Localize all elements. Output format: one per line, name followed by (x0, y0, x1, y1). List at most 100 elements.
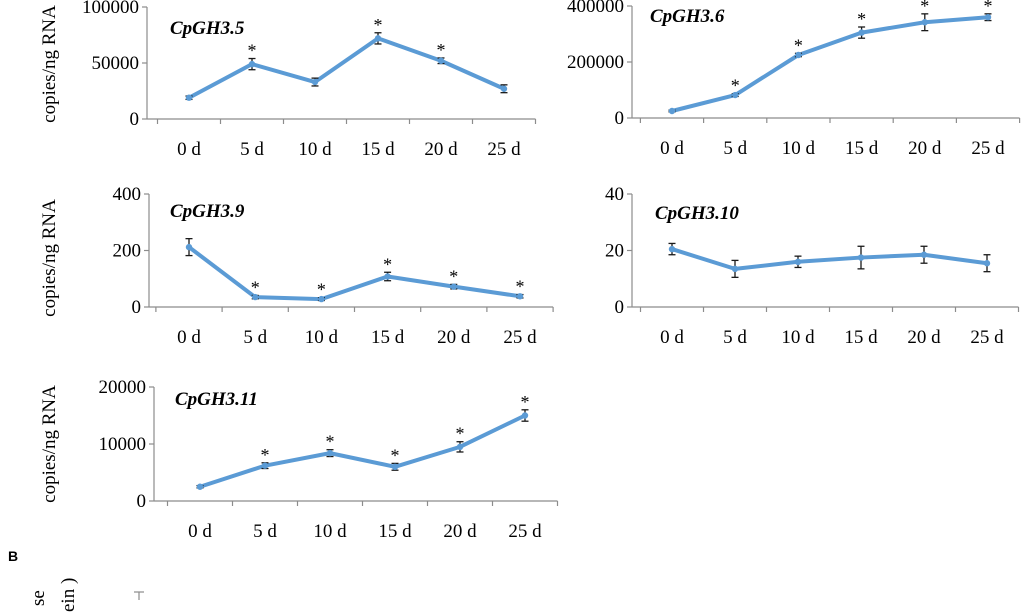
x-tick-label: 15 d (378, 521, 412, 542)
x-tick-label: 25 d (971, 138, 1005, 159)
data-point (326, 449, 334, 457)
y-tick-label: 0 (615, 108, 625, 129)
x-tick-label: 5 d (243, 327, 267, 348)
series-line (187, 36, 506, 100)
panel-b-partial-label-1: se (28, 590, 49, 606)
significance-asterisk: * (984, 0, 993, 16)
data-point (521, 412, 529, 419)
x-tick-label: 10 d (305, 327, 339, 348)
significance-asterisk: * (857, 9, 866, 29)
x-tick-label: 20 d (908, 138, 942, 159)
chart-cpgh3-11: 0 10000 20000 0 d 5 d 10 d 15 d 20 d 25 d * * * * * Cp… (39, 377, 559, 542)
x-tick-label: 25 d (503, 327, 537, 348)
data-point (261, 462, 269, 469)
x-tick-label: 10 d (781, 327, 815, 348)
data-point (185, 94, 193, 101)
data-point (732, 91, 739, 99)
data-point (252, 293, 259, 301)
data-point (500, 85, 508, 92)
x-tick-label: 25 d (508, 521, 542, 542)
x-tick-label: 20 d (437, 327, 471, 348)
data-point (795, 51, 802, 59)
significance-asterisk: * (251, 277, 260, 297)
gene-label: CpGH3.6 (650, 6, 725, 27)
x-tick-label: 10 d (782, 138, 816, 159)
x-tick-label: 15 d (371, 327, 405, 348)
data-point (668, 245, 676, 253)
significance-asterisk: * (521, 392, 530, 412)
significance-asterisk: * (383, 254, 392, 274)
x-tick-label: 15 d (845, 138, 879, 159)
data-point (456, 443, 464, 451)
y-tick-label: 0 (615, 297, 625, 318)
gene-label: CpGH3.11 (175, 389, 258, 410)
gene-label: CpGH3.5 (170, 18, 245, 39)
significance-asterisk: * (248, 41, 257, 61)
data-point (984, 14, 992, 21)
data-point (794, 258, 802, 265)
x-tick-label: 20 d (907, 327, 941, 348)
x-tick-label: 5 d (723, 327, 747, 348)
y-tick-label: 20000 (99, 377, 147, 398)
data-point (384, 273, 391, 280)
y-tick-label: 100000 (82, 0, 139, 18)
significance-asterisk: * (449, 266, 458, 286)
y-tick-label: 400 (113, 184, 142, 205)
y-tick-label: 400000 (567, 0, 624, 17)
data-point (920, 251, 928, 258)
y-axis-label: copies/ng RNA (39, 199, 60, 317)
series-line (187, 245, 522, 302)
panel-b-letter: B (8, 548, 19, 564)
x-tick-label: 0 d (660, 138, 684, 159)
data-point (185, 243, 193, 251)
y-tick-label: 20 (605, 241, 624, 262)
data-point (731, 265, 739, 273)
x-tick-label: 15 d (844, 327, 878, 348)
x-tick-label: 0 d (177, 139, 201, 160)
x-tick-label: 5 d (240, 139, 264, 160)
series-line (198, 413, 527, 489)
gene-label: CpGH3.10 (655, 203, 739, 224)
data-point (374, 35, 382, 42)
significance-asterisk: * (437, 40, 446, 60)
data-point (391, 463, 399, 470)
x-tick-label: 10 d (298, 139, 332, 160)
y-tick-label: 0 (132, 297, 142, 318)
x-tick-label: 15 d (361, 139, 395, 160)
y-axis-label: copies/ng RNA (39, 385, 60, 503)
data-point (248, 60, 256, 68)
data-point (450, 283, 457, 290)
y-tick-label: 200 (113, 241, 142, 262)
x-tick-label: 0 d (177, 327, 201, 348)
x-tick-label: 25 d (487, 139, 521, 160)
data-point (318, 295, 325, 303)
data-point (311, 78, 319, 86)
data-point (437, 57, 445, 64)
significance-asterisk: * (731, 76, 740, 96)
x-tick-label: 5 d (723, 138, 747, 159)
significance-asterisk: * (456, 424, 465, 444)
y-tick-label: 0 (130, 109, 140, 130)
gene-label: CpGH3.9 (170, 201, 245, 222)
series-line (670, 247, 989, 271)
y-tick-label: 200000 (567, 52, 624, 73)
data-point (196, 483, 204, 490)
x-tick-label: 20 d (424, 139, 458, 160)
x-tick-label: 5 d (253, 521, 277, 542)
chart-cpgh3-10: 0 20 40 0 d 5 d 10 d 15 d 20 d 25 d CpGH3.10 (605, 184, 1020, 348)
significance-asterisk: * (317, 280, 326, 300)
data-point (858, 29, 865, 36)
data-point (921, 19, 928, 26)
y-tick-label: 0 (137, 491, 147, 512)
data-point (857, 254, 865, 261)
x-tick-label: 0 d (188, 521, 212, 542)
chart-cpgh3-9: 0 200 400 0 d 5 d 10 d 15 d 20 d 25 d * * * * * CpGH3.… (39, 184, 554, 348)
significance-asterisk: * (920, 0, 929, 16)
significance-asterisk: * (326, 432, 335, 452)
x-tick-label: 20 d (443, 521, 477, 542)
series-line (670, 15, 990, 113)
significance-asterisk: * (261, 445, 270, 465)
data-point (668, 107, 676, 115)
y-tick-label: 50000 (92, 53, 140, 74)
